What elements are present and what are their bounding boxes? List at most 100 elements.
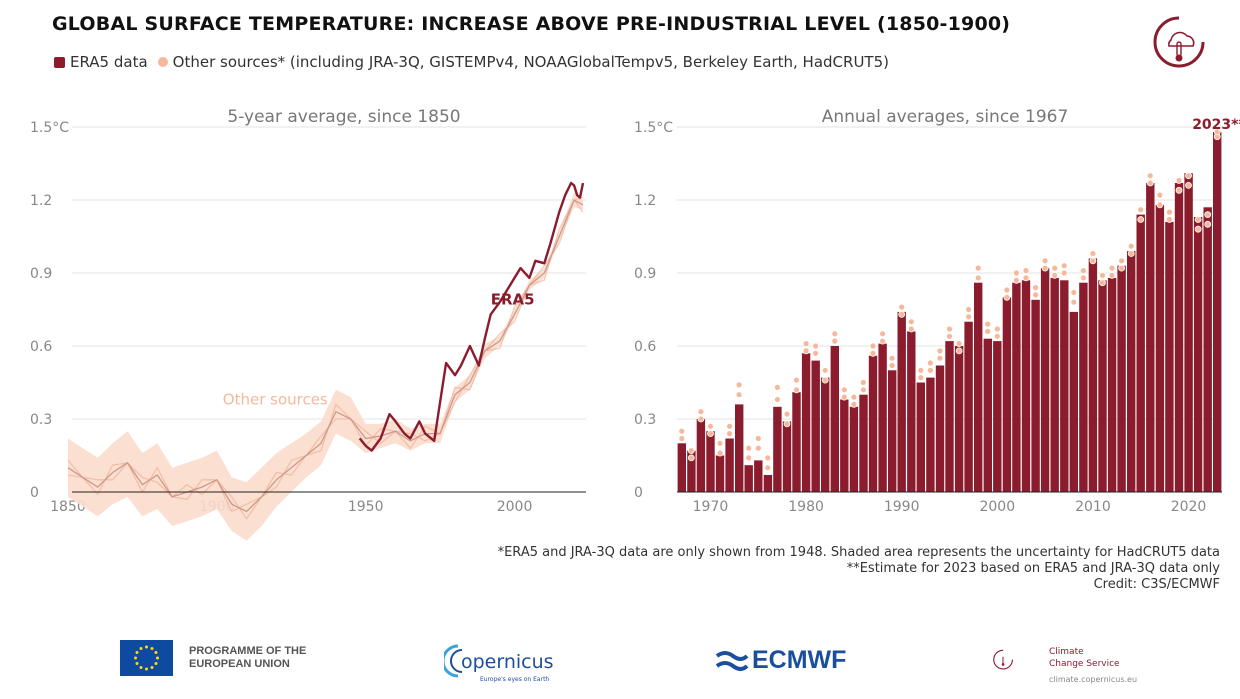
legend-other-label: Other sources* (including JRA-3Q, GISTEM… — [172, 53, 889, 71]
era5-bar — [1088, 258, 1098, 492]
other-source-point — [1108, 271, 1116, 279]
era5-bar — [1203, 207, 1212, 493]
era5-bar — [706, 431, 715, 492]
eu-flag-icon — [120, 640, 173, 676]
left-ytick-label: 0.6 — [30, 339, 52, 355]
other-source-point — [840, 386, 848, 394]
left-ytick-label: 1.5°C — [30, 120, 69, 136]
other-source-point — [1108, 264, 1116, 272]
era5-bar — [725, 438, 734, 492]
era5-bar — [907, 331, 916, 492]
other-source-point — [984, 320, 992, 328]
other-source-point — [888, 362, 896, 369]
other-source-point — [907, 325, 915, 333]
other-source-point — [1051, 271, 1059, 279]
era5-bar — [1069, 311, 1078, 492]
left-era5-annotation: ERA5 — [491, 291, 535, 309]
other-source-point — [707, 430, 714, 438]
eu-star-icon — [156, 656, 159, 660]
era5-bar — [811, 360, 820, 492]
era5-bar — [1165, 221, 1174, 492]
right-chart-title: Annual averages, since 1967 — [822, 107, 1069, 127]
other-source-point — [678, 427, 686, 435]
other-source-point — [1099, 271, 1106, 279]
eu-programme-text: PROGRAMME OF THE EUROPEAN UNION — [189, 645, 306, 671]
right-xtick-label: 2020 — [1171, 499, 1207, 515]
right-ytick-label: 1.2 — [634, 193, 656, 209]
era5-bar — [954, 346, 964, 492]
other-source-point — [1003, 286, 1011, 294]
other-source-point — [1118, 264, 1125, 272]
era5-bar — [1146, 183, 1155, 492]
charts-canvas: 5-year average, since 1850 0 0.3 0.6 0.9 1.2 1… — [30, 107, 1240, 541]
other-source-point — [1118, 257, 1125, 265]
other-source-point — [735, 391, 743, 399]
era5-bar — [782, 421, 792, 492]
other-source-point — [1013, 269, 1020, 277]
other-source-point — [1194, 216, 1202, 223]
other-source-point — [716, 449, 724, 457]
era5-bar — [1136, 214, 1145, 492]
other-source-point — [907, 318, 915, 326]
other-source-point — [1022, 274, 1030, 282]
other-source-point — [1137, 206, 1145, 214]
other-source-point — [1013, 276, 1020, 284]
era5-bar — [964, 321, 973, 492]
right-xtick-label: 1970 — [693, 499, 729, 515]
legend-other-swatch — [157, 57, 168, 67]
other-source-point — [1080, 267, 1087, 275]
other-source-point — [879, 337, 886, 345]
other-source-point — [879, 330, 886, 338]
other-source-point — [745, 444, 753, 452]
other-source-point — [860, 379, 867, 386]
other-source-point — [783, 410, 791, 418]
right-ytick-label: 0.9 — [634, 266, 656, 282]
era5-bar — [1098, 280, 1107, 492]
other-source-point — [965, 306, 972, 313]
era5-bar — [1127, 251, 1136, 492]
era5-bar — [830, 346, 839, 492]
right-ytick-label: 1.5°C — [634, 120, 673, 136]
other-source-point — [936, 347, 944, 355]
other-source-point — [927, 366, 934, 374]
era5-bar — [849, 406, 859, 492]
eu-star-icon — [139, 647, 143, 650]
other-source-point — [1022, 267, 1030, 275]
left-ytick-label: 0.3 — [30, 412, 52, 428]
other-source-point — [802, 347, 810, 355]
other-source-point — [774, 383, 781, 391]
other-source-point — [984, 327, 992, 335]
logo-bar: PROGRAMME OF THE EUROPEAN UNION opernicu… — [0, 620, 1240, 699]
era5-bar — [763, 475, 773, 492]
era5-bar — [993, 341, 1002, 492]
left-xtick-label: 2000 — [497, 499, 533, 515]
other-source-point — [821, 376, 829, 384]
other-source-point — [1051, 264, 1059, 272]
other-source-point — [821, 366, 829, 374]
other-source-point — [955, 340, 963, 348]
c3s-thermometer-icon — [1153, 16, 1205, 68]
copernicus-wordmark: opernicus — [461, 651, 554, 673]
c3s-line-1: Climate — [1049, 647, 1084, 657]
left-uncertainty-band — [68, 192, 583, 541]
other-source-point — [793, 376, 800, 384]
other-source-point — [1032, 284, 1039, 292]
other-source-point — [1089, 250, 1097, 257]
other-source-point — [1060, 262, 1068, 270]
era5-bar — [1002, 297, 1012, 492]
other-source-point — [1185, 181, 1192, 189]
other-source-point — [1003, 293, 1011, 301]
era5-bar — [1040, 268, 1050, 492]
c3s-line-2: Change Service — [1049, 659, 1120, 669]
other-source-point — [1137, 216, 1145, 223]
other-source-point — [869, 342, 877, 350]
other-source-point — [1156, 191, 1164, 199]
era5-bar — [1155, 204, 1165, 492]
c3s-url: climate.copernicus.eu — [1049, 675, 1138, 684]
other-source-point — [946, 325, 953, 333]
era5-bar — [1031, 299, 1040, 492]
other-source-point — [783, 420, 791, 428]
other-source-point — [898, 303, 906, 311]
era5-bar — [773, 406, 782, 492]
era5-bar — [715, 455, 725, 492]
